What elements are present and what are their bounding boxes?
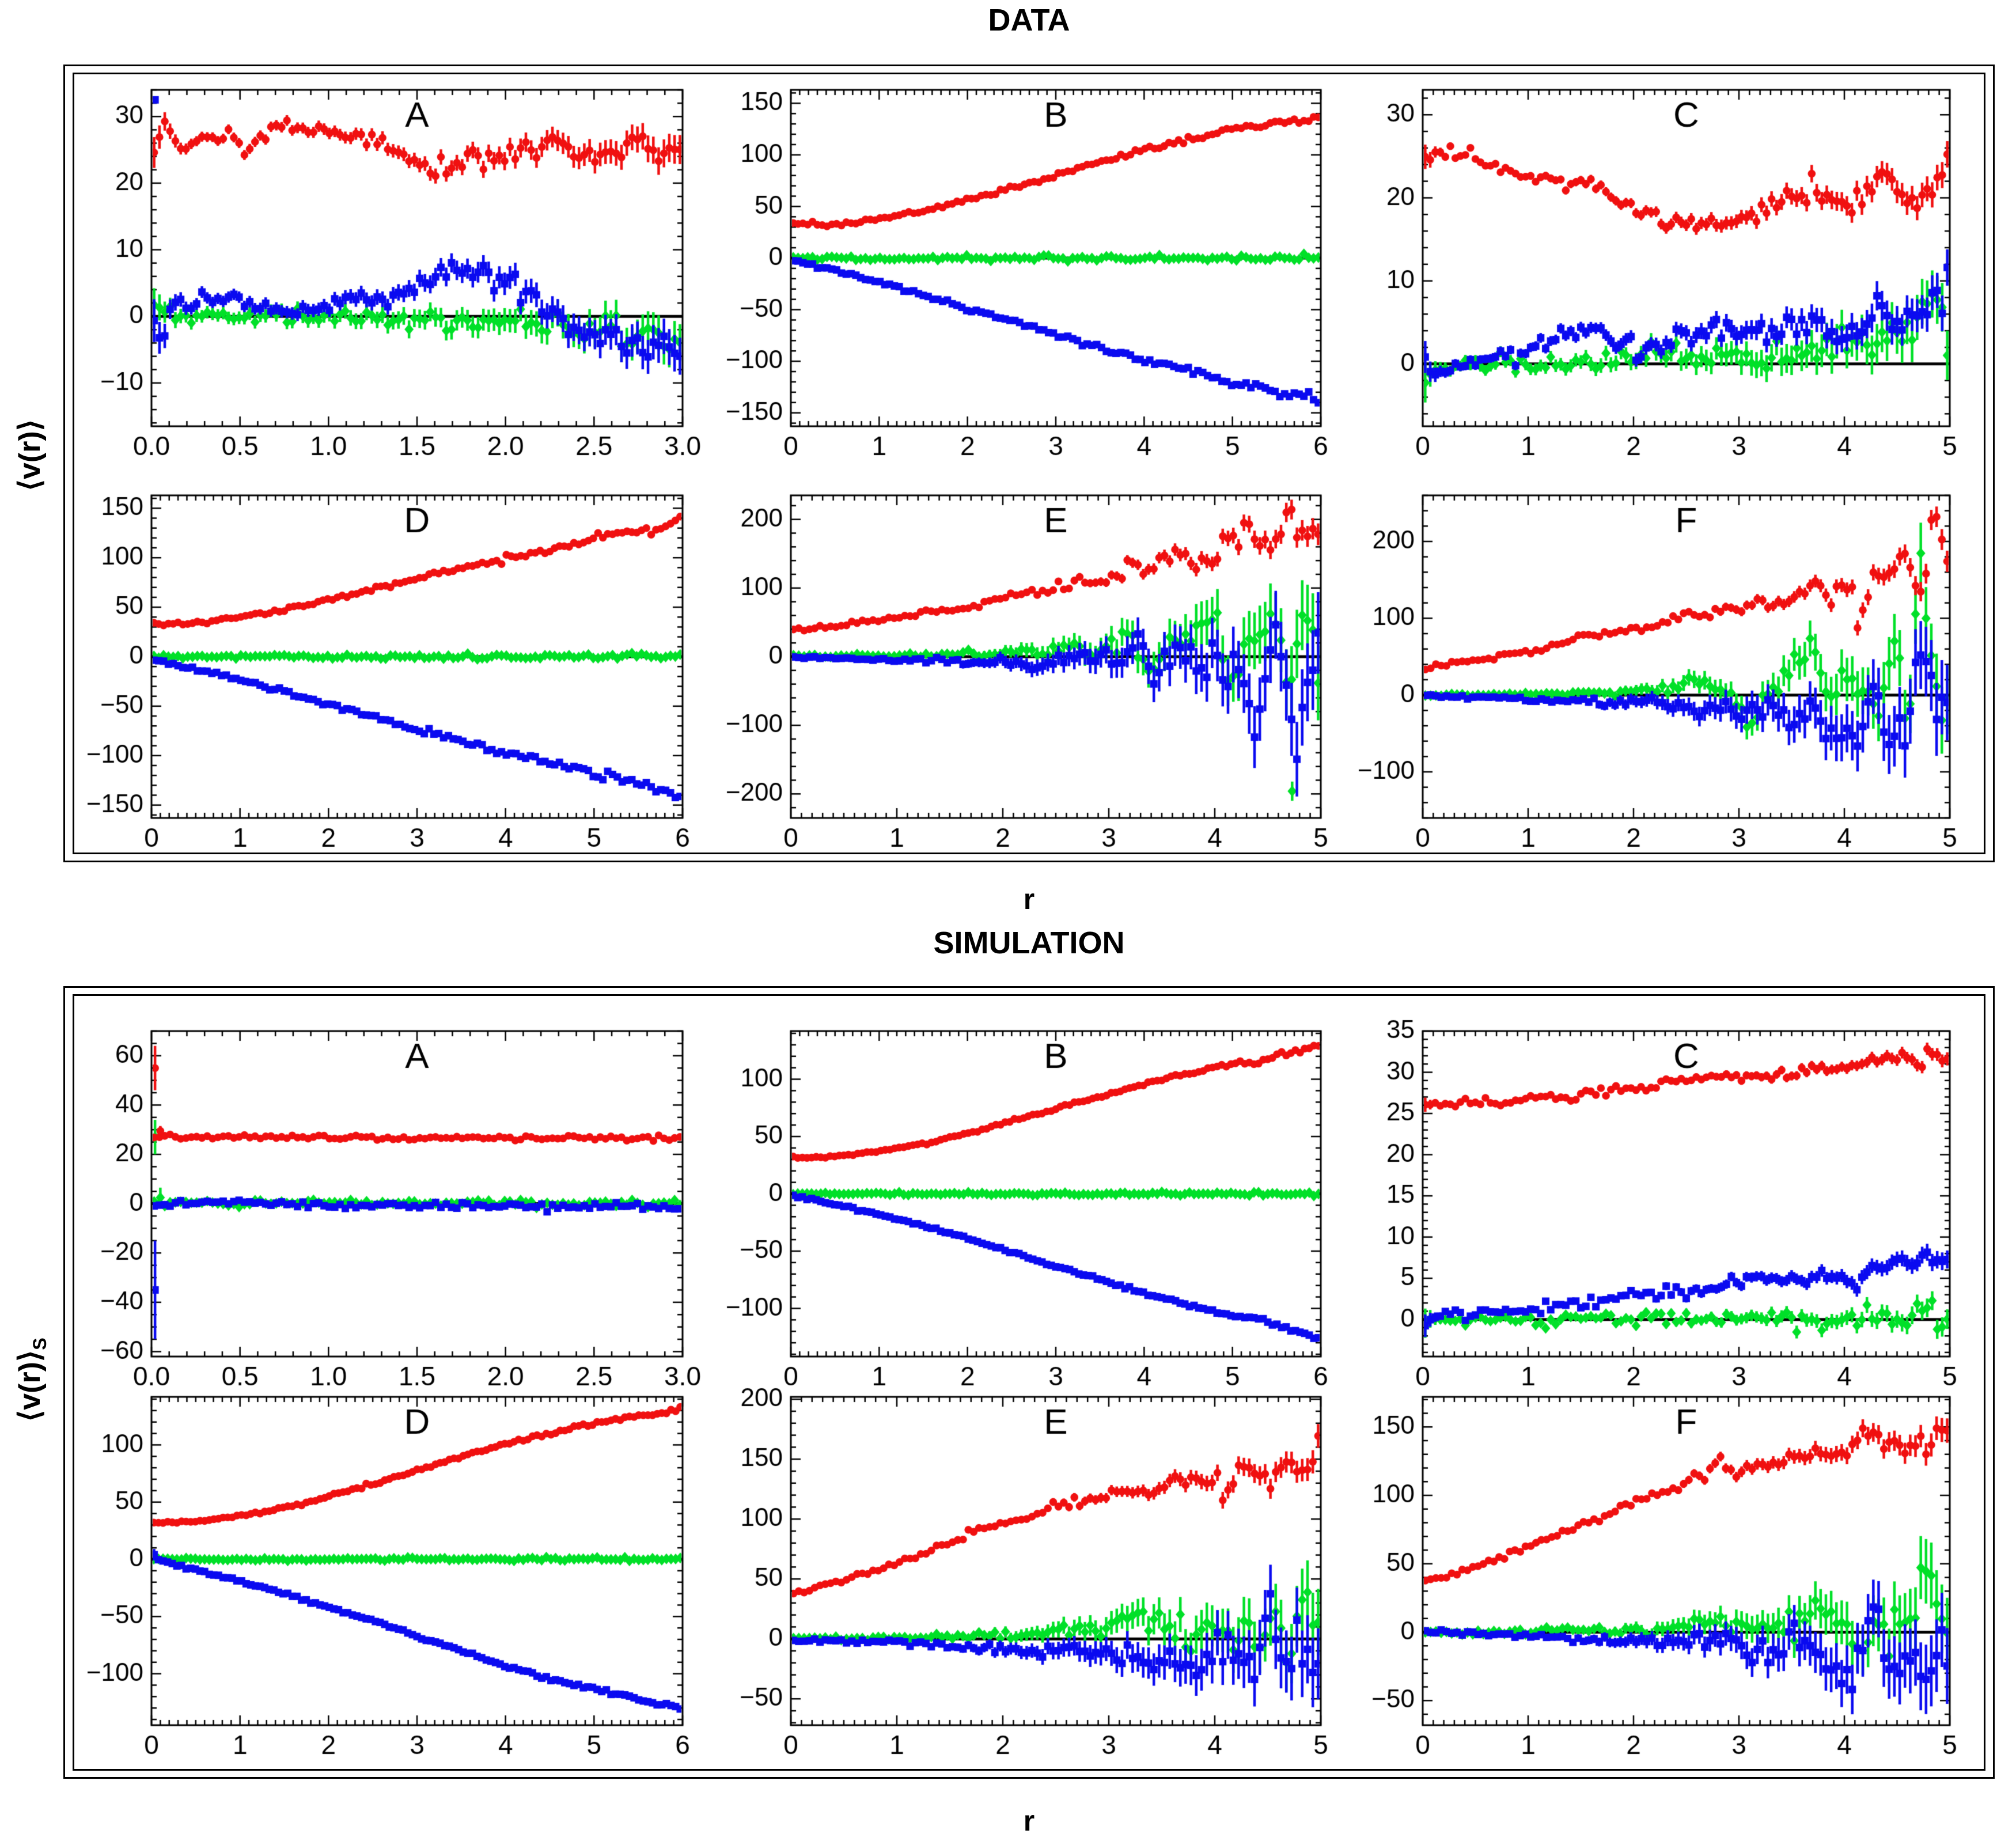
data-x-axis-label: r <box>1023 883 1035 915</box>
simulation-panel-title: SIMULATION <box>933 926 1125 960</box>
chart-simulation-b <box>710 1005 1355 1408</box>
simulation-y-axis-label: ⟨v(r)⟩S <box>13 1338 51 1422</box>
chart-data-e <box>710 469 1355 870</box>
chart-data-a <box>71 63 717 478</box>
chart-data-d <box>71 469 717 870</box>
data-panel-title: DATA <box>988 3 1070 37</box>
chart-data-b <box>710 63 1355 478</box>
simulation-x-axis-label: r <box>1023 1805 1035 1837</box>
chart-simulation-f <box>1342 1370 1984 1777</box>
chart-data-c <box>1342 63 1984 478</box>
chart-simulation-d <box>71 1370 717 1777</box>
chart-simulation-e <box>710 1370 1355 1777</box>
data-y-axis-label: ⟨v(r)⟩ <box>13 419 47 491</box>
chart-data-f <box>1342 469 1984 870</box>
chart-simulation-c <box>1342 1005 1984 1408</box>
chart-simulation-a <box>71 1005 717 1408</box>
simulation-panel-outer-frame <box>63 986 1995 1779</box>
